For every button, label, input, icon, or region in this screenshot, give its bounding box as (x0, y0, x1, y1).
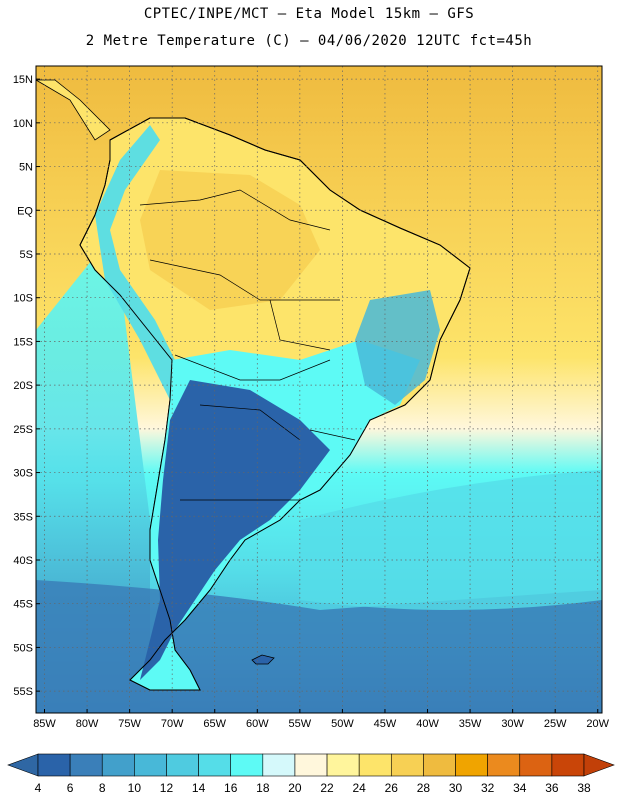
colorbar-label: 32 (481, 781, 495, 795)
map-frame (35, 65, 603, 714)
lon-tick-label: 65W (203, 718, 226, 730)
lat-tick-label: 45S (13, 599, 33, 611)
colorbar-swatch (262, 753, 296, 777)
coastline (79, 117, 471, 691)
colorbar-swatch (101, 753, 135, 777)
lon-tick-label: 55W (289, 718, 312, 730)
central-america-land (36, 79, 111, 141)
lat-tick-label: 25S (13, 424, 33, 436)
colorbar-swatch (423, 753, 456, 777)
colorbar-swatch (69, 753, 103, 777)
lat-tick-label: EQ (17, 205, 33, 217)
colorbar-swatch (487, 753, 521, 777)
colorbar-label: 34 (513, 781, 527, 795)
colorbar-swatch (519, 753, 553, 777)
colorbar-label: 16 (224, 781, 238, 795)
lon-tick-label: 80W (76, 718, 99, 730)
brazil-east-cool (355, 290, 440, 405)
colorbar-swatch (230, 753, 264, 777)
colorbar-label: 14 (192, 781, 206, 795)
colorbar-label: 36 (545, 781, 559, 795)
title-line-2: 2 Metre Temperature (C) – 04/06/2020 12U… (85, 33, 533, 49)
amazon-warm-core (140, 170, 320, 310)
lat-tick-label: 10N (13, 118, 33, 130)
colorbar-label: 22 (320, 781, 334, 795)
southern-cold-core (140, 380, 330, 680)
colorbar-swatch (358, 753, 392, 777)
lat-tick-label: 5N (19, 162, 33, 174)
falkland-islands (251, 654, 275, 665)
colorbar-swatch (166, 753, 199, 777)
lat-tick-label: 20S (13, 380, 33, 392)
colorbar-swatch (134, 753, 167, 777)
lat-tick-label: 35S (13, 511, 33, 523)
lon-tick-label: 70W (161, 718, 184, 730)
lat-tick-label: 55S (13, 686, 33, 698)
colorbar-label: 8 (99, 781, 106, 795)
latitude-labels: 15N 10N 5N EQ 5S 10S 15S 20S 25S 30S 35S 40S 45S 50S 5… (13, 74, 40, 698)
lat-tick-label: 15S (13, 336, 33, 348)
andes-cool-band (95, 125, 190, 400)
map-area (36, 66, 602, 713)
lat-tick-label: 30S (13, 468, 33, 480)
lat-tick-label: 50S (13, 642, 33, 654)
colorbar-label: 12 (160, 781, 174, 795)
colorbar-label: 26 (385, 781, 399, 795)
colorbar-label: 18 (256, 781, 270, 795)
colorbar-swatch (455, 753, 488, 777)
lon-tick-label: 60W (246, 718, 269, 730)
lon-tick-label: 25W (544, 718, 567, 730)
lon-tick-label: 35W (459, 718, 482, 730)
colorbar-swatch (37, 753, 71, 777)
colorbar-label: 4 (35, 781, 42, 795)
lon-tick-label: 50W (331, 718, 354, 730)
colorbar-label: 24 (352, 781, 366, 795)
lon-tick-label: 30W (501, 718, 524, 730)
lon-tick-label: 75W (118, 718, 141, 730)
lat-tick-label: 10S (13, 293, 33, 305)
colorbar-swatch (551, 753, 585, 777)
title-line-1: CPTEC/INPE/MCT – Eta Model 15km – GFS (143, 6, 475, 22)
lon-tick-label: 45W (374, 718, 397, 730)
south-atlantic-cool-field (300, 470, 602, 610)
lat-tick-label: 40S (13, 555, 33, 567)
colorbar-swatch (198, 753, 232, 777)
lon-tick-label: 40W (416, 718, 439, 730)
colorbar-low-arrow (7, 753, 39, 777)
lat-tick-label: 15N (13, 74, 33, 86)
lon-tick-label: 85W (33, 718, 56, 730)
colorbar-high-arrow (583, 753, 615, 777)
colorbar-label: 30 (449, 781, 463, 795)
colorbar-label: 10 (128, 781, 142, 795)
colorbar-label: 28 (417, 781, 431, 795)
colorbar-label: 38 (577, 781, 591, 795)
colorbar-swatch (294, 753, 328, 777)
colorbar-label: 6 (67, 781, 74, 795)
colorbar-swatch (390, 753, 424, 777)
lon-tick-label: 20W (586, 718, 609, 730)
longitude-labels: 85W 80W 75W 70W 65W 60W 55W 50W 45W 40W 35W 30W 25W 2… (33, 709, 610, 730)
lat-tick-label: 5S (20, 249, 33, 261)
colorbar-label: 20 (288, 781, 302, 795)
colorbar: 4 6 8 10 12 14 16 18 20 22 24 26 28 30 32 34 36 38 (7, 753, 615, 795)
colorbar-swatch (326, 753, 360, 777)
